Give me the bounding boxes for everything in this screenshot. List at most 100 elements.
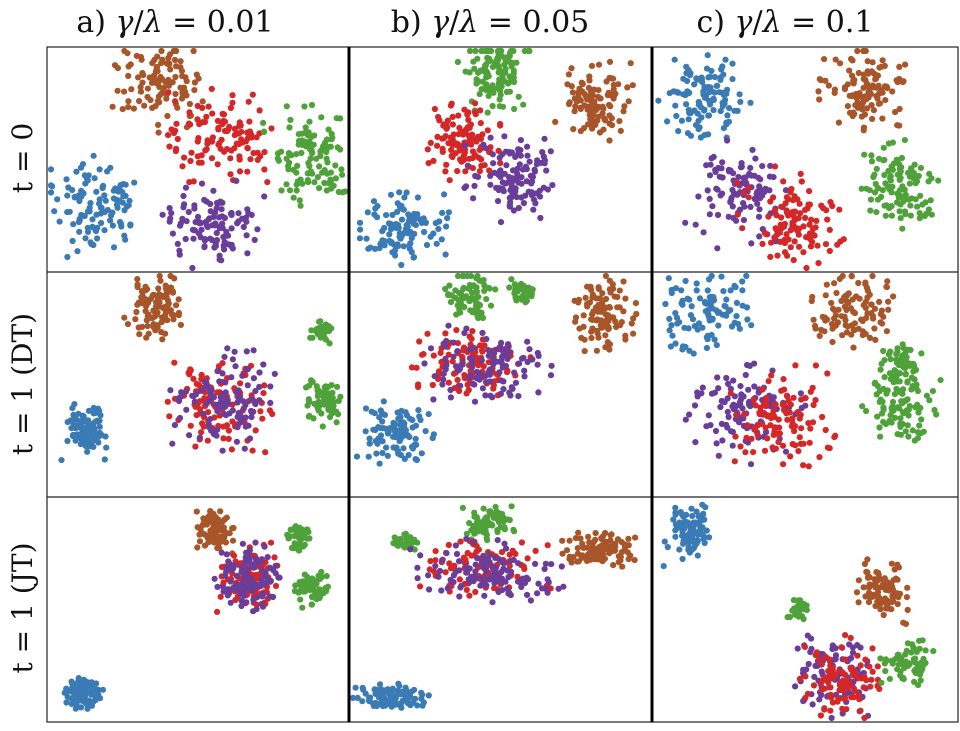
cluster-red-5 [727,362,839,470]
data-point [371,211,378,218]
data-point [466,592,473,599]
data-point [608,122,616,129]
data-point [841,303,849,310]
data-point [468,573,475,580]
data-point [580,312,587,319]
data-point [95,418,102,425]
data-point [163,60,170,67]
data-point [125,63,132,70]
data-point [888,606,895,613]
data-point [453,550,461,558]
data-point [850,326,857,333]
data-point [243,348,250,355]
data-point [64,192,71,199]
data-point [867,683,874,690]
data-point [278,187,285,194]
data-point [91,432,98,440]
data-point [230,524,237,532]
data-point [770,431,777,438]
data-point [740,189,748,196]
data-point [828,714,835,722]
data-point [191,79,198,86]
data-point [160,84,168,91]
data-point [885,298,892,305]
data-point [171,359,178,366]
data-point [458,582,465,589]
data-point [915,662,922,669]
data-point [814,242,821,249]
data-point [518,174,525,181]
data-point [756,233,763,240]
data-point [907,202,914,209]
data-point [535,580,542,587]
data-point [481,282,488,289]
data-point [156,272,163,280]
data-point [177,58,184,65]
data-point [47,189,55,196]
data-point [776,424,783,431]
data-point [811,232,818,239]
data-point [469,148,477,155]
data-point [461,303,468,311]
data-point [325,126,332,133]
data-point [489,102,496,110]
data-point [912,666,919,673]
data-point [605,92,613,99]
data-point [450,141,457,148]
data-point [577,97,584,104]
data-point [672,521,680,528]
data-point [704,187,711,194]
data-point [818,668,825,675]
data-point [116,185,123,192]
data-point [183,406,190,413]
data-point [780,178,787,185]
data-point [695,531,702,538]
data-point [212,243,219,250]
data-point [472,47,479,55]
data-point [664,544,671,551]
data-point [218,136,225,143]
data-point [873,84,880,91]
data-point [411,546,418,553]
data-point [95,686,102,694]
data-point [513,59,520,66]
data-point [212,526,220,533]
data-point [257,408,264,415]
cluster-green-2 [877,341,925,394]
data-point [229,245,236,252]
data-point [817,712,825,719]
data-point [913,648,920,656]
data-point [78,187,85,194]
data-point [703,344,711,352]
data-point [880,347,887,355]
data-point [169,230,176,237]
data-point [693,287,700,294]
data-point [745,184,752,191]
data-point [258,600,265,608]
data-point [297,176,304,183]
data-point [703,65,711,72]
data-point [860,84,867,91]
data-point [422,428,429,435]
data-point [238,569,245,576]
data-point [741,411,748,418]
data-point [602,344,609,351]
cluster-blue-0 [662,272,755,357]
data-point [503,545,510,552]
data-point [742,449,749,456]
data-point [190,375,197,382]
data-point [72,424,79,432]
data-point [759,386,766,393]
data-point [257,153,264,160]
data-point [309,378,316,385]
data-point [884,278,891,285]
data-point [167,307,174,314]
data-point [510,70,517,77]
data-point [238,597,245,604]
data-point [829,642,836,649]
data-point [699,524,706,531]
data-point [812,362,820,369]
data-point [216,252,223,259]
data-point [228,446,235,453]
data-point [396,230,403,237]
